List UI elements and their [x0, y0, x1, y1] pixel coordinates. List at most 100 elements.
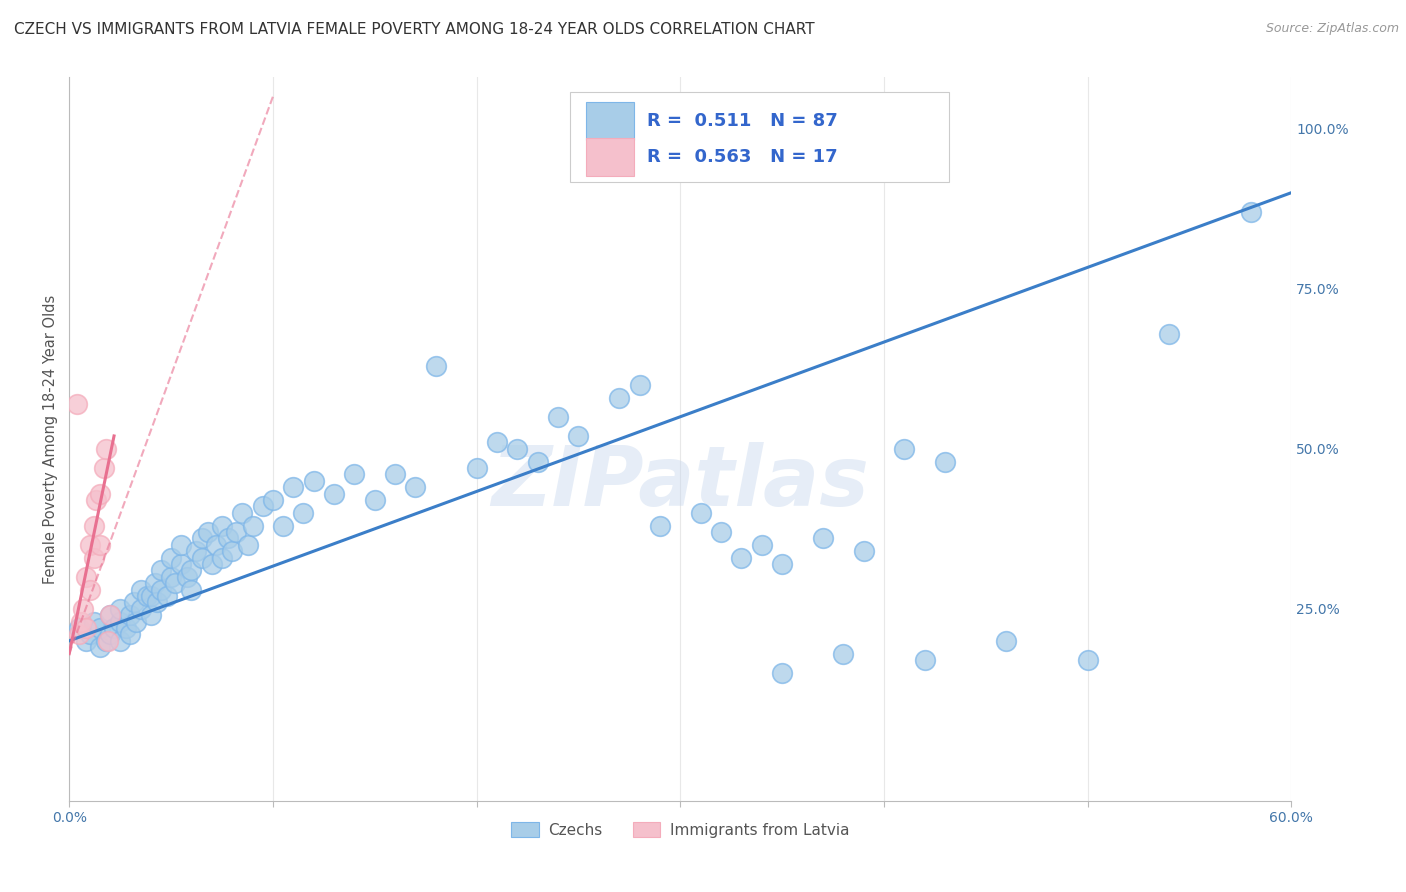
Point — [120, 608, 142, 623]
Point — [75, 633, 97, 648]
Point — [607, 391, 630, 405]
Point — [832, 647, 855, 661]
Point — [170, 538, 193, 552]
Point — [526, 454, 548, 468]
Point — [129, 602, 152, 616]
Point — [170, 557, 193, 571]
Point — [149, 563, 172, 577]
Point — [225, 524, 247, 539]
FancyBboxPatch shape — [586, 138, 634, 176]
Point — [405, 480, 427, 494]
Point — [139, 608, 162, 623]
Point — [83, 550, 105, 565]
Point — [165, 576, 187, 591]
Point — [384, 467, 406, 482]
Point — [914, 653, 936, 667]
Point — [231, 506, 253, 520]
Point — [156, 589, 179, 603]
Point — [710, 524, 733, 539]
Point — [160, 550, 183, 565]
Point — [648, 518, 671, 533]
Point — [893, 442, 915, 456]
Point — [89, 538, 111, 552]
FancyBboxPatch shape — [571, 92, 949, 182]
Point — [425, 359, 447, 373]
Point — [180, 563, 202, 577]
Point — [811, 532, 834, 546]
Point — [79, 538, 101, 552]
Point — [343, 467, 366, 482]
Point — [221, 544, 243, 558]
Point — [506, 442, 529, 456]
FancyBboxPatch shape — [586, 102, 634, 140]
Point — [160, 570, 183, 584]
Point — [465, 461, 488, 475]
Legend: Czechs, Immigrants from Latvia: Czechs, Immigrants from Latvia — [505, 815, 855, 844]
Point — [1077, 653, 1099, 667]
Point — [567, 429, 589, 443]
Point — [108, 615, 131, 629]
Point — [79, 582, 101, 597]
Point — [852, 544, 875, 558]
Point — [120, 627, 142, 641]
Point — [125, 615, 148, 629]
Point — [689, 506, 711, 520]
Point — [934, 454, 956, 468]
Point — [75, 570, 97, 584]
Point — [485, 435, 508, 450]
Point — [547, 409, 569, 424]
Point — [70, 615, 93, 629]
Point — [129, 582, 152, 597]
Point — [108, 602, 131, 616]
Text: R =  0.563   N = 17: R = 0.563 N = 17 — [647, 148, 838, 166]
Point — [1159, 326, 1181, 341]
Point — [252, 500, 274, 514]
Point — [83, 615, 105, 629]
Point — [751, 538, 773, 552]
Text: Source: ZipAtlas.com: Source: ZipAtlas.com — [1265, 22, 1399, 36]
Point — [124, 595, 146, 609]
Point — [98, 608, 121, 623]
Point — [364, 493, 387, 508]
Point — [292, 506, 315, 520]
Point — [143, 576, 166, 591]
Point — [67, 621, 90, 635]
Point — [211, 550, 233, 565]
Point — [139, 589, 162, 603]
Point — [79, 627, 101, 641]
Text: ZIPatlas: ZIPatlas — [491, 442, 869, 523]
Point — [197, 524, 219, 539]
Y-axis label: Female Poverty Among 18-24 Year Olds: Female Poverty Among 18-24 Year Olds — [44, 294, 58, 583]
Point — [89, 486, 111, 500]
Point — [770, 665, 793, 680]
Point — [72, 602, 94, 616]
Point — [89, 621, 111, 635]
Point — [180, 582, 202, 597]
Point — [94, 442, 117, 456]
Point — [75, 621, 97, 635]
Point — [97, 633, 120, 648]
Text: CZECH VS IMMIGRANTS FROM LATVIA FEMALE POVERTY AMONG 18-24 YEAR OLDS CORRELATION: CZECH VS IMMIGRANTS FROM LATVIA FEMALE P… — [14, 22, 814, 37]
Point — [108, 633, 131, 648]
Point — [730, 550, 752, 565]
Point — [67, 627, 90, 641]
Point — [184, 544, 207, 558]
Point — [262, 493, 284, 508]
Point — [211, 518, 233, 533]
Point — [323, 486, 346, 500]
Point — [271, 518, 294, 533]
Point — [94, 633, 117, 648]
Point — [89, 640, 111, 655]
Point — [217, 532, 239, 546]
Point — [205, 538, 228, 552]
Point — [83, 518, 105, 533]
Point — [103, 621, 125, 635]
Point — [283, 480, 305, 494]
Point — [628, 377, 651, 392]
Point — [201, 557, 224, 571]
Point — [995, 633, 1018, 648]
Point — [98, 627, 121, 641]
Point — [93, 461, 115, 475]
Point — [176, 570, 198, 584]
Point — [1239, 205, 1261, 219]
